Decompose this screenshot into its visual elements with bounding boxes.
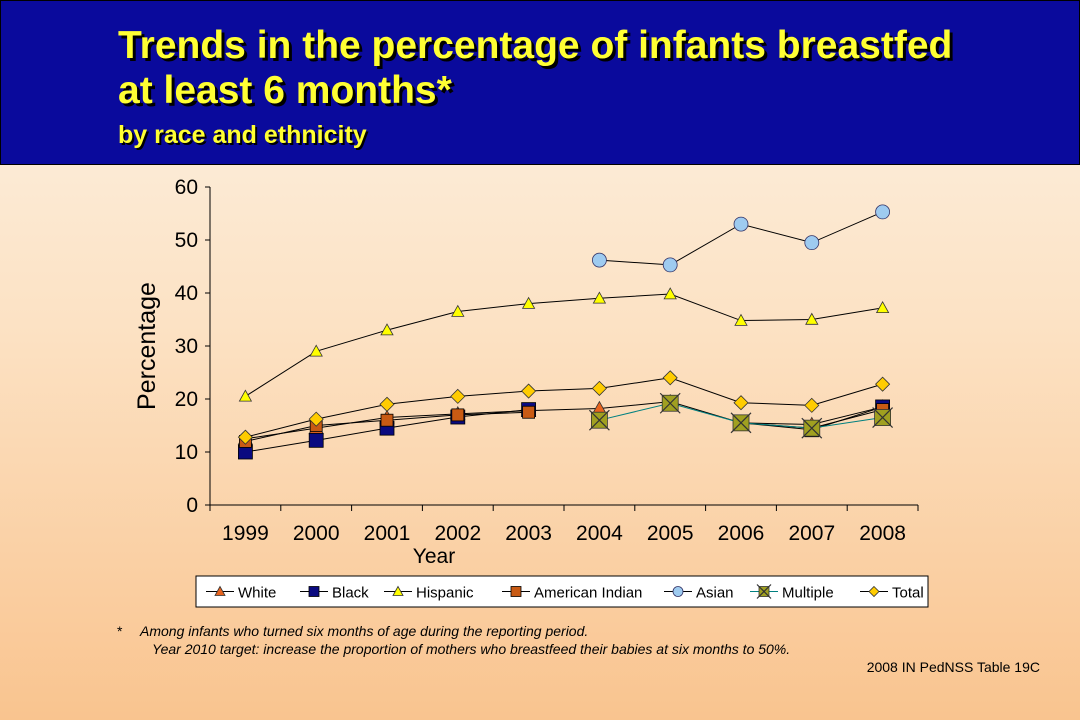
- point-total: [379, 396, 395, 412]
- legend-label-asian: Asian: [696, 585, 734, 602]
- x-tick-label: 2000: [293, 522, 340, 545]
- chart-title: Trends in the percentage of infants brea…: [118, 23, 1018, 113]
- point-hispanic: [805, 312, 819, 325]
- title-banner: Trends in the percentage of infants brea…: [0, 0, 1080, 165]
- legend-marker-hispanic: [392, 585, 404, 596]
- y-tick-label: 40: [175, 282, 198, 305]
- point-multiple: [801, 417, 823, 439]
- x-tick-label: 2003: [505, 522, 552, 545]
- point-total: [875, 376, 891, 392]
- point-total: [521, 383, 537, 399]
- title-line-2: at least 6 months*: [118, 69, 452, 112]
- y-tick-label: 0: [186, 494, 198, 517]
- legend-label-total: Total: [892, 585, 924, 602]
- series-line-white: [245, 401, 883, 440]
- point-american-indian: [451, 408, 465, 422]
- point-asian: [733, 216, 749, 232]
- legend-marker-american-indian: [510, 586, 522, 597]
- legend-marker-white: [214, 585, 226, 596]
- point-total: [237, 429, 253, 445]
- point-american-indian: [380, 413, 394, 427]
- point-asian: [875, 204, 890, 220]
- legend-label-white: White: [238, 585, 276, 602]
- point-multiple: [730, 412, 752, 434]
- y-tick-label: 50: [175, 229, 198, 252]
- y-tick-label: 60: [175, 176, 198, 199]
- point-hispanic: [734, 313, 748, 326]
- legend-label-black: Black: [332, 585, 369, 602]
- y-tick-label: 30: [175, 335, 198, 358]
- legend-marker-asian: [672, 586, 684, 597]
- title-line-1: Trends in the percentage of infants brea…: [118, 24, 953, 67]
- chart-subtitle: by race and ethnicity: [118, 121, 367, 149]
- source-note: 2008 IN PedNSS Table 19C: [866, 659, 1040, 675]
- x-tick-label: 2002: [434, 522, 481, 545]
- series-line-hispanic: [245, 293, 883, 397]
- point-hispanic: [451, 304, 465, 317]
- point-asian: [592, 252, 607, 268]
- footnote-line-2: Year 2010 target: increase the proportio…: [152, 641, 791, 657]
- legend-marker-total: [868, 585, 880, 598]
- legend-marker-black: [308, 586, 320, 597]
- series-line-total: [245, 377, 883, 438]
- point-multiple: [872, 407, 894, 428]
- x-tick-label: 2006: [718, 522, 765, 545]
- point-hispanic: [380, 323, 394, 336]
- point-american-indian: [522, 405, 535, 419]
- point-multiple: [588, 409, 610, 431]
- point-multiple: [659, 392, 681, 414]
- x-tick-label: 2007: [788, 522, 835, 545]
- point-hispanic: [875, 301, 890, 314]
- point-black: [308, 432, 324, 448]
- legend-label-american-indian: American Indian: [534, 585, 642, 602]
- point-total: [804, 397, 820, 413]
- point-hispanic: [309, 344, 323, 357]
- legend-label-hispanic: Hispanic: [416, 585, 474, 602]
- point-hispanic: [238, 389, 253, 402]
- x-tick-label: 2005: [647, 522, 694, 545]
- point-asian: [662, 257, 678, 273]
- y-tick-label: 10: [175, 441, 198, 464]
- point-total: [450, 388, 466, 404]
- y-tick-label: 20: [175, 388, 198, 411]
- x-tick-label: 2008: [859, 522, 906, 545]
- footnote-line-1: Among infants who turned six months of a…: [140, 623, 589, 639]
- point-hispanic: [592, 291, 607, 304]
- y-axis-title: Percentage: [133, 282, 161, 410]
- x-tick-label: 2001: [364, 522, 411, 545]
- x-axis-title: Year: [413, 545, 455, 568]
- point-total: [308, 411, 324, 427]
- footnote-marker: *: [117, 623, 123, 639]
- point-asian: [804, 235, 820, 251]
- point-total: [662, 370, 678, 386]
- point-hispanic: [663, 287, 677, 300]
- point-total: [733, 395, 749, 411]
- x-tick-label: 2004: [576, 522, 623, 545]
- point-total: [591, 380, 607, 396]
- legend-label-multiple: Multiple: [782, 585, 834, 602]
- x-tick-label: 1999: [222, 522, 269, 545]
- legend-marker-multiple: [756, 584, 772, 599]
- point-hispanic: [521, 296, 536, 309]
